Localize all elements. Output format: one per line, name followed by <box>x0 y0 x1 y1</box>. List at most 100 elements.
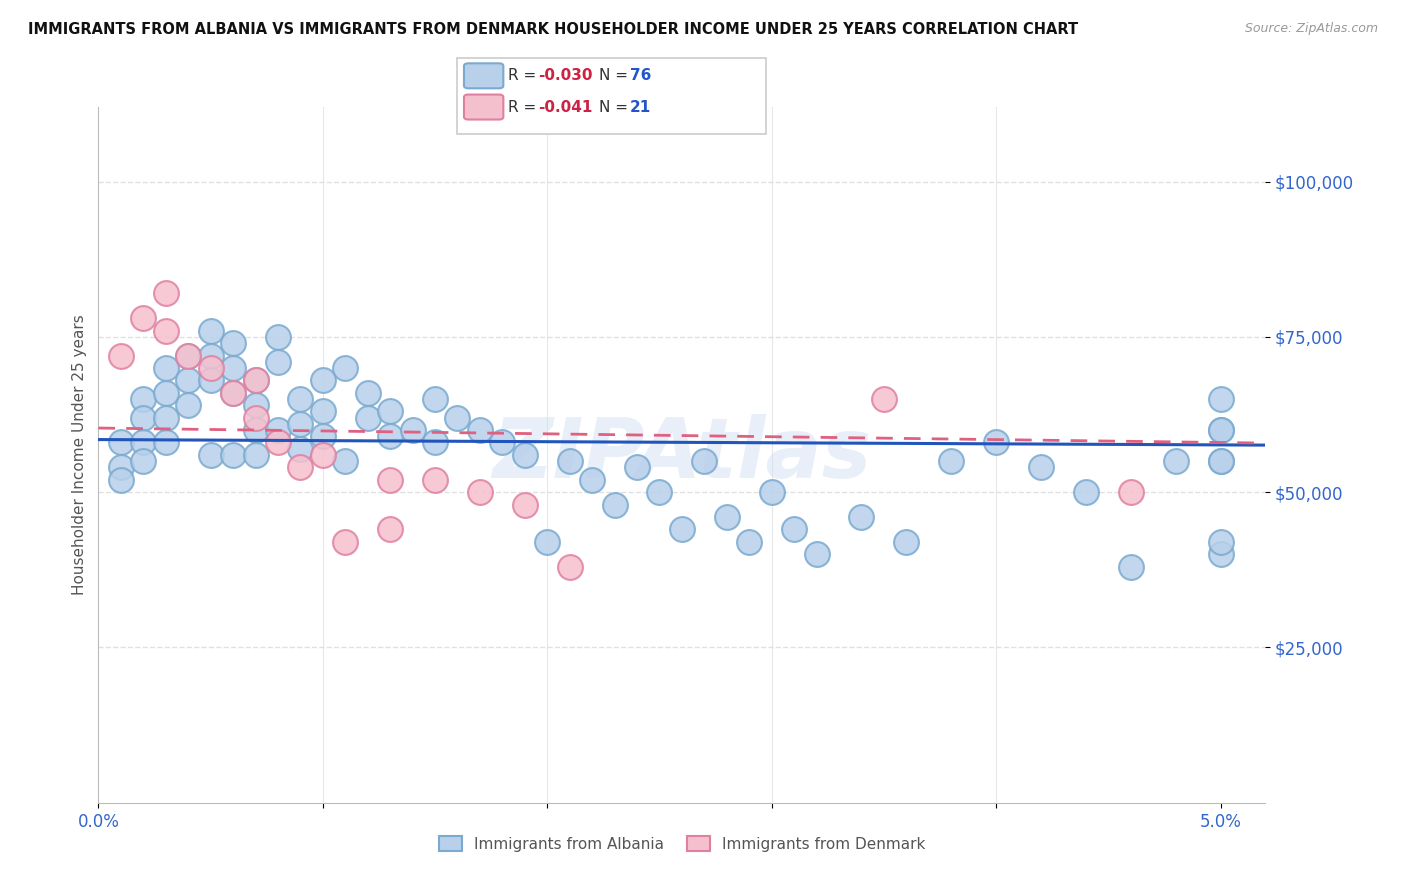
Point <box>290 392 312 406</box>
Point <box>335 534 357 549</box>
Point <box>357 385 380 400</box>
Point <box>380 523 402 537</box>
Point <box>177 349 200 363</box>
Point <box>110 460 132 475</box>
Text: R =: R = <box>508 100 541 114</box>
Legend: Immigrants from Albania, Immigrants from Denmark: Immigrants from Albania, Immigrants from… <box>433 830 931 858</box>
Text: N =: N = <box>599 69 633 83</box>
Point <box>558 559 581 574</box>
Point <box>1209 547 1232 561</box>
Point <box>267 435 290 450</box>
Point <box>155 324 177 338</box>
Point <box>132 435 155 450</box>
Point <box>783 523 806 537</box>
Point <box>110 349 132 363</box>
Text: 21: 21 <box>630 100 651 114</box>
Point <box>671 523 693 537</box>
Point <box>693 454 716 468</box>
Point <box>603 498 626 512</box>
Point <box>177 349 200 363</box>
Point <box>941 454 963 468</box>
Point <box>335 360 357 375</box>
Point <box>513 498 536 512</box>
Point <box>513 448 536 462</box>
Point <box>200 373 222 387</box>
Point <box>1029 460 1052 475</box>
Point <box>357 410 380 425</box>
Point <box>468 423 491 437</box>
Point <box>1209 392 1232 406</box>
Point <box>312 448 335 462</box>
Point <box>245 398 267 412</box>
Point <box>132 392 155 406</box>
Point <box>290 417 312 431</box>
Point <box>132 311 155 326</box>
Point <box>1209 454 1232 468</box>
Point <box>806 547 828 561</box>
Point <box>468 485 491 500</box>
Point <box>401 423 423 437</box>
Point <box>245 423 267 437</box>
Point <box>312 404 335 418</box>
Point <box>200 448 222 462</box>
Point <box>716 510 738 524</box>
Text: -0.041: -0.041 <box>538 100 593 114</box>
Point <box>1209 423 1232 437</box>
Point <box>245 448 267 462</box>
Point <box>132 410 155 425</box>
Text: N =: N = <box>599 100 633 114</box>
Point <box>491 435 513 450</box>
Point <box>110 435 132 450</box>
Point <box>873 392 896 406</box>
Point <box>200 360 222 375</box>
Point <box>267 355 290 369</box>
Point <box>110 473 132 487</box>
Text: R =: R = <box>508 69 541 83</box>
Point <box>558 454 581 468</box>
Point <box>312 373 335 387</box>
Point <box>1074 485 1097 500</box>
Point <box>222 385 245 400</box>
Point <box>1164 454 1187 468</box>
Point <box>312 429 335 443</box>
Point <box>155 435 177 450</box>
Text: IMMIGRANTS FROM ALBANIA VS IMMIGRANTS FROM DENMARK HOUSEHOLDER INCOME UNDER 25 Y: IMMIGRANTS FROM ALBANIA VS IMMIGRANTS FR… <box>28 22 1078 37</box>
Point <box>536 534 558 549</box>
Point <box>380 473 402 487</box>
Point <box>1209 454 1232 468</box>
Point <box>245 410 267 425</box>
Point <box>177 398 200 412</box>
Point <box>155 286 177 301</box>
Text: ZIPAtlas: ZIPAtlas <box>492 415 872 495</box>
Point <box>1209 423 1232 437</box>
Point <box>1119 485 1142 500</box>
Point <box>423 435 446 450</box>
Text: Source: ZipAtlas.com: Source: ZipAtlas.com <box>1244 22 1378 36</box>
Point <box>335 454 357 468</box>
Point <box>267 330 290 344</box>
Point <box>155 410 177 425</box>
Point <box>222 360 245 375</box>
Point <box>446 410 468 425</box>
Point <box>581 473 603 487</box>
Point <box>896 534 918 549</box>
Point <box>290 460 312 475</box>
Point <box>245 373 267 387</box>
Y-axis label: Householder Income Under 25 years: Householder Income Under 25 years <box>72 315 87 595</box>
Point <box>222 385 245 400</box>
Point <box>155 360 177 375</box>
Point <box>984 435 1007 450</box>
Point <box>200 349 222 363</box>
Text: 76: 76 <box>630 69 651 83</box>
Point <box>1209 534 1232 549</box>
Point <box>200 324 222 338</box>
Point <box>177 373 200 387</box>
Point <box>851 510 873 524</box>
Point <box>738 534 761 549</box>
Point <box>155 385 177 400</box>
Point <box>380 429 402 443</box>
Point <box>380 404 402 418</box>
Point <box>761 485 783 500</box>
Point <box>423 473 446 487</box>
Point <box>1119 559 1142 574</box>
